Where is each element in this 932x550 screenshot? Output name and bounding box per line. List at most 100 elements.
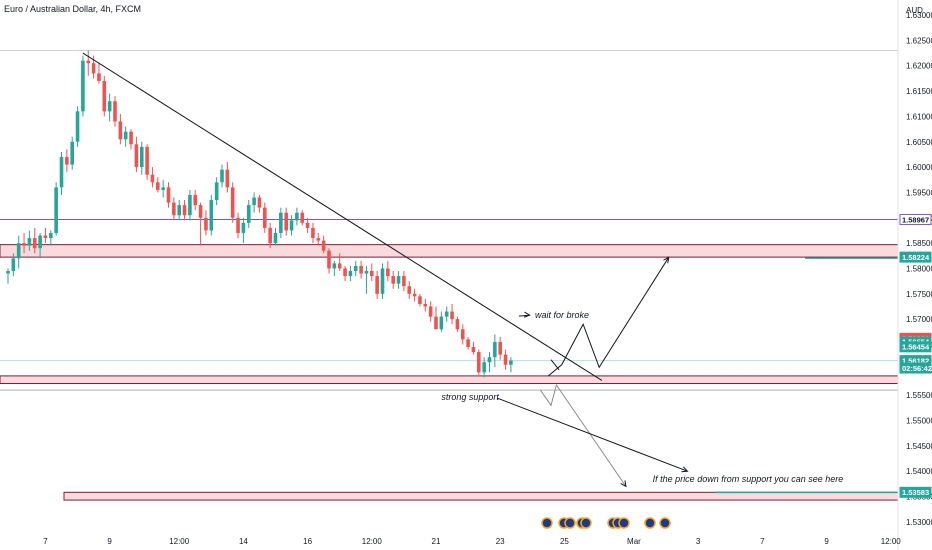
candle-body [289, 220, 294, 231]
candle-body [295, 212, 299, 221]
price-label-box [899, 486, 932, 498]
candle-body [172, 202, 176, 216]
candle-body [198, 205, 203, 218]
candle-body [305, 222, 310, 228]
price-tick-label: 1.55000 [906, 417, 932, 426]
candle-body [407, 286, 412, 294]
candle-body [177, 205, 181, 216]
candle-body [348, 271, 353, 277]
candle-body [460, 329, 465, 340]
candle-body [38, 235, 42, 249]
time-tick-label: 23 [496, 537, 505, 546]
price-label-box [899, 251, 932, 263]
price-tick-label: 1.59500 [906, 188, 932, 197]
candle-body [123, 131, 128, 140]
candle-body [386, 268, 390, 277]
price-label-box [899, 362, 932, 374]
annotation-text: wait for broke [535, 310, 589, 320]
event-icon [541, 517, 553, 529]
candle-body [370, 271, 374, 277]
candle-body [22, 243, 26, 246]
candle-body [380, 268, 385, 294]
price-tick-label: 1.61000 [906, 112, 932, 121]
candle-body [70, 141, 74, 165]
time-tick-label: 9 [107, 537, 112, 546]
candle-body [81, 60, 85, 112]
candle-body [182, 205, 187, 216]
candle-body [139, 146, 144, 168]
candle-body [75, 111, 80, 142]
time-tick-label: 7 [43, 537, 48, 546]
candle-body [230, 187, 235, 218]
candle-body [359, 265, 363, 274]
time-tick-label: 7 [760, 537, 765, 546]
candle-body [439, 316, 444, 330]
event-icon [564, 517, 576, 529]
candle-body [263, 207, 267, 228]
price-tick-label: 1.60500 [906, 138, 932, 147]
price-label-box [899, 341, 932, 353]
candle-body [225, 169, 230, 188]
candle-body [236, 217, 240, 233]
time-tick-label: 12:00 [169, 537, 190, 546]
candle-body [455, 319, 460, 330]
candle-body [428, 306, 433, 317]
candle-body [166, 187, 171, 203]
price-tick-label: 1.54500 [906, 442, 932, 451]
price-label: 1.53583 [902, 488, 929, 497]
candle-body [193, 194, 198, 206]
short-arrow-mark [550, 359, 560, 371]
descending-trendline [82, 52, 603, 381]
time-tick-label: 14 [239, 537, 248, 546]
price-label: 1.56182 [902, 356, 929, 365]
candle-body [220, 169, 224, 183]
price-label: 02:56:42 [902, 364, 932, 373]
candle-body [241, 222, 246, 233]
price-tick-label: 1.61500 [906, 87, 932, 96]
time-tick-label: 9 [824, 537, 829, 546]
price-label-box [899, 213, 932, 225]
candle-body [493, 341, 497, 358]
time-tick-label: 3 [696, 537, 701, 546]
time-tick-label: 12:00 [881, 537, 902, 546]
candle-body [268, 227, 272, 244]
candle-body [300, 212, 305, 223]
annotation-text: strong support [441, 392, 499, 402]
candle-body [364, 271, 369, 274]
price-label: 1.58967 [902, 215, 929, 224]
candle-body [471, 347, 476, 353]
price-tick-label: 1.53000 [906, 518, 932, 527]
price-label: 1.56454 [902, 343, 930, 352]
candle-body [246, 205, 251, 223]
candle-body [113, 101, 117, 122]
price-tick-label: 1.57500 [906, 290, 932, 299]
price-tick-label: 1.55500 [906, 391, 932, 400]
candle-body [327, 250, 331, 269]
candle-body [107, 101, 112, 112]
event-icon [580, 517, 592, 529]
currency-label: AUD [906, 6, 923, 15]
candle-body [509, 360, 513, 365]
price-tick-label: 1.63000 [906, 11, 932, 20]
price-tick-label: 1.54000 [906, 467, 932, 476]
candle-body [16, 243, 21, 259]
candle-body [156, 182, 160, 190]
candle-body [316, 238, 321, 241]
candle-body [434, 316, 438, 330]
candle-body [257, 197, 262, 208]
candle-body [161, 187, 165, 190]
candle-body [11, 258, 16, 271]
arrowhead-icon [663, 256, 670, 264]
candle-body [91, 63, 96, 74]
arrowhead-icon [681, 466, 689, 473]
events-row [541, 517, 671, 529]
time-tick-label: 25 [560, 537, 569, 546]
candle-body [273, 232, 278, 244]
price-tick-label: 1.62000 [906, 62, 932, 71]
candle-body [396, 276, 401, 284]
resistance-zone [0, 244, 899, 258]
zones-layer [0, 244, 899, 501]
candle-body [188, 194, 192, 216]
candle-body [102, 80, 107, 112]
